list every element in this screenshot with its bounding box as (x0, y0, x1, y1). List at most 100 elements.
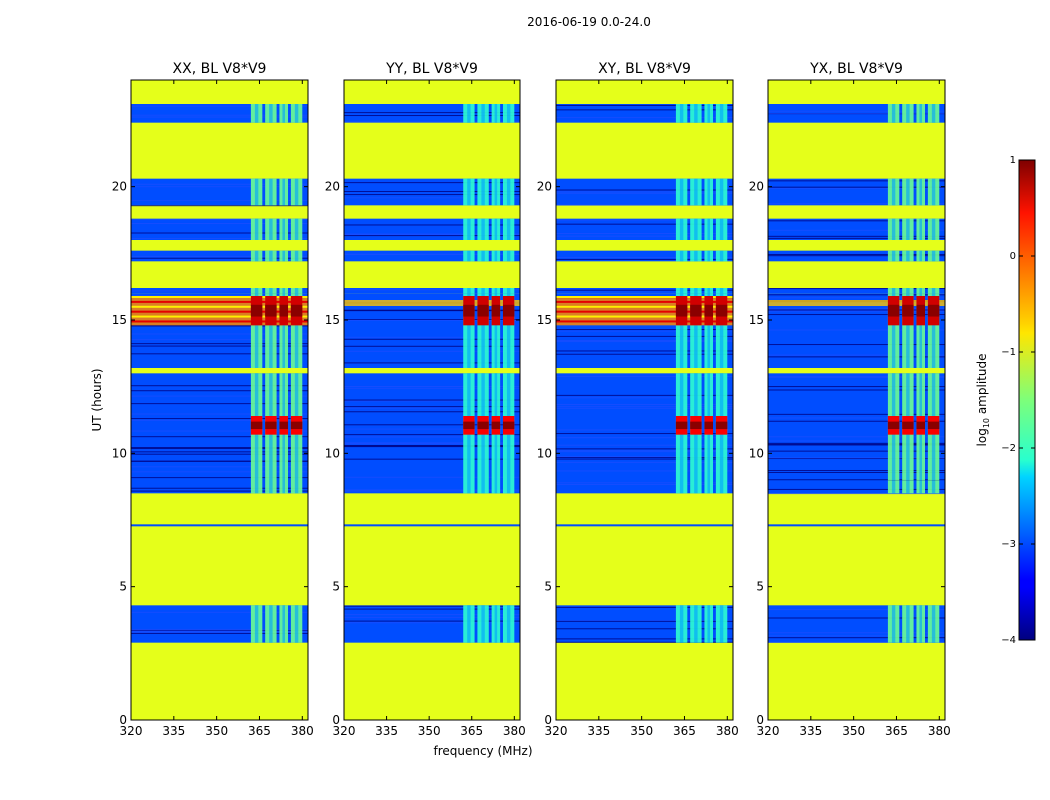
rfi-channel-gap (294, 250, 299, 262)
rfi-channel-gap (919, 250, 923, 262)
noise-stripe (556, 638, 733, 640)
broadband-stripe (556, 296, 733, 298)
rfi-channel-gap (481, 605, 485, 643)
data-band (556, 605, 733, 643)
rfi-channel-gap (254, 218, 259, 240)
noise-stripe (344, 338, 520, 340)
rfi-channel-gap (294, 288, 299, 294)
noise-stripe (556, 232, 733, 234)
data-band (131, 605, 308, 643)
noise-stripe (131, 418, 308, 420)
panel-frame (555, 79, 734, 721)
noise-stripe (768, 471, 945, 473)
noise-stripe (344, 411, 520, 413)
noise-stripe (131, 218, 308, 220)
noise-stripe (131, 255, 308, 257)
rfi-channel-gap (707, 250, 711, 262)
noise-stripe (768, 220, 945, 222)
rfi-channel-gap (254, 288, 259, 294)
noise-stripe (344, 115, 520, 117)
noise-stripe (556, 219, 733, 221)
noise-stripe (344, 336, 520, 338)
rfi-channel-gap (679, 250, 684, 262)
rfi-channel-gap (282, 605, 286, 643)
noise-stripe (768, 450, 945, 452)
noise-stripe (344, 406, 520, 408)
rfi-channel-gap (506, 605, 511, 643)
rfi-channel-gap (919, 288, 923, 294)
noise-stripe (131, 477, 308, 479)
rfi-channel-gap (931, 250, 936, 262)
rfi-channel-gap (906, 218, 910, 240)
x-tick-label: 350 (205, 724, 228, 738)
noise-stripe (131, 390, 308, 392)
rfi-channel-gap (481, 218, 485, 240)
noise-stripe (768, 632, 945, 634)
y-tick-label: 10 (749, 446, 764, 460)
rfi-channel-gap (694, 288, 698, 294)
colorbar-ticks: 1 0 −1 −2 −3 −4 (1001, 155, 1035, 646)
rfi-channel-gap (694, 178, 698, 206)
rfi-channel-gap (269, 218, 273, 240)
y-tick-label: 0 (756, 713, 764, 727)
noise-stripe (131, 436, 308, 438)
noise-stripe (768, 354, 945, 356)
x-tick-label: 365 (248, 724, 271, 738)
rfi-channel-gap (719, 293, 724, 368)
colorbar-tick-label: 0 (1010, 251, 1016, 262)
data-band (768, 288, 945, 294)
rfi-burst-core (887, 304, 900, 317)
rfi-channel-gap (481, 250, 485, 262)
x-tick-label: 380 (716, 724, 739, 738)
rfi-channel-gap (679, 605, 684, 643)
noise-stripe (768, 457, 945, 459)
y-tick-label: 5 (119, 580, 127, 594)
noise-stripe (131, 471, 308, 473)
noise-stripe (344, 345, 520, 347)
broadband-stripe (131, 305, 308, 308)
rfi-channel-gap (891, 250, 896, 262)
noise-stripe (131, 116, 308, 118)
noise-stripe (131, 183, 308, 185)
rfi-channel-gap (906, 178, 910, 206)
noise-stripe (768, 444, 945, 446)
noise-stripe (768, 188, 945, 190)
noise-stripe (768, 420, 945, 422)
rfi-channel-gap (269, 480, 273, 494)
noise-stripe (344, 424, 520, 426)
rfi-channel-gap (694, 104, 698, 123)
noise-stripe (556, 376, 733, 378)
broadband-stripe (556, 305, 733, 308)
y-tick-label: 5 (332, 580, 340, 594)
noise-stripe (768, 297, 945, 299)
rfi-channel-gap (891, 218, 896, 240)
noise-stripe (344, 443, 520, 445)
broadband-emission (344, 300, 520, 306)
noise-stripe (556, 340, 733, 342)
rfi-channel-gap (506, 104, 511, 123)
rfi-channel-gap (269, 605, 273, 643)
rfi-channel-gap (891, 104, 896, 123)
noise-stripe (131, 385, 308, 387)
noise-stripe (556, 117, 733, 119)
noise-stripe (556, 433, 733, 435)
rfi-channel-gap (481, 293, 485, 368)
noise-stripe (556, 483, 733, 485)
y-tick-label: 0 (332, 713, 340, 727)
rfi-channel-gap (467, 288, 471, 294)
rfi-burst-core (279, 304, 289, 317)
rfi-channel-gap (467, 104, 471, 123)
noise-stripe (768, 309, 945, 311)
x-tick-label: 320 (545, 724, 568, 738)
y-tick-label: 10 (112, 446, 127, 460)
noise-stripe (556, 444, 733, 446)
noise-stripe (344, 476, 520, 478)
noise-stripe (768, 112, 945, 114)
rfi-burst-core (502, 421, 515, 430)
noise-stripe (131, 430, 308, 432)
data-band (556, 250, 733, 262)
data-band (344, 605, 520, 643)
noise-stripe (556, 406, 733, 408)
rfi-channel-gap (254, 178, 259, 206)
rfi-channel-gap (694, 293, 698, 368)
